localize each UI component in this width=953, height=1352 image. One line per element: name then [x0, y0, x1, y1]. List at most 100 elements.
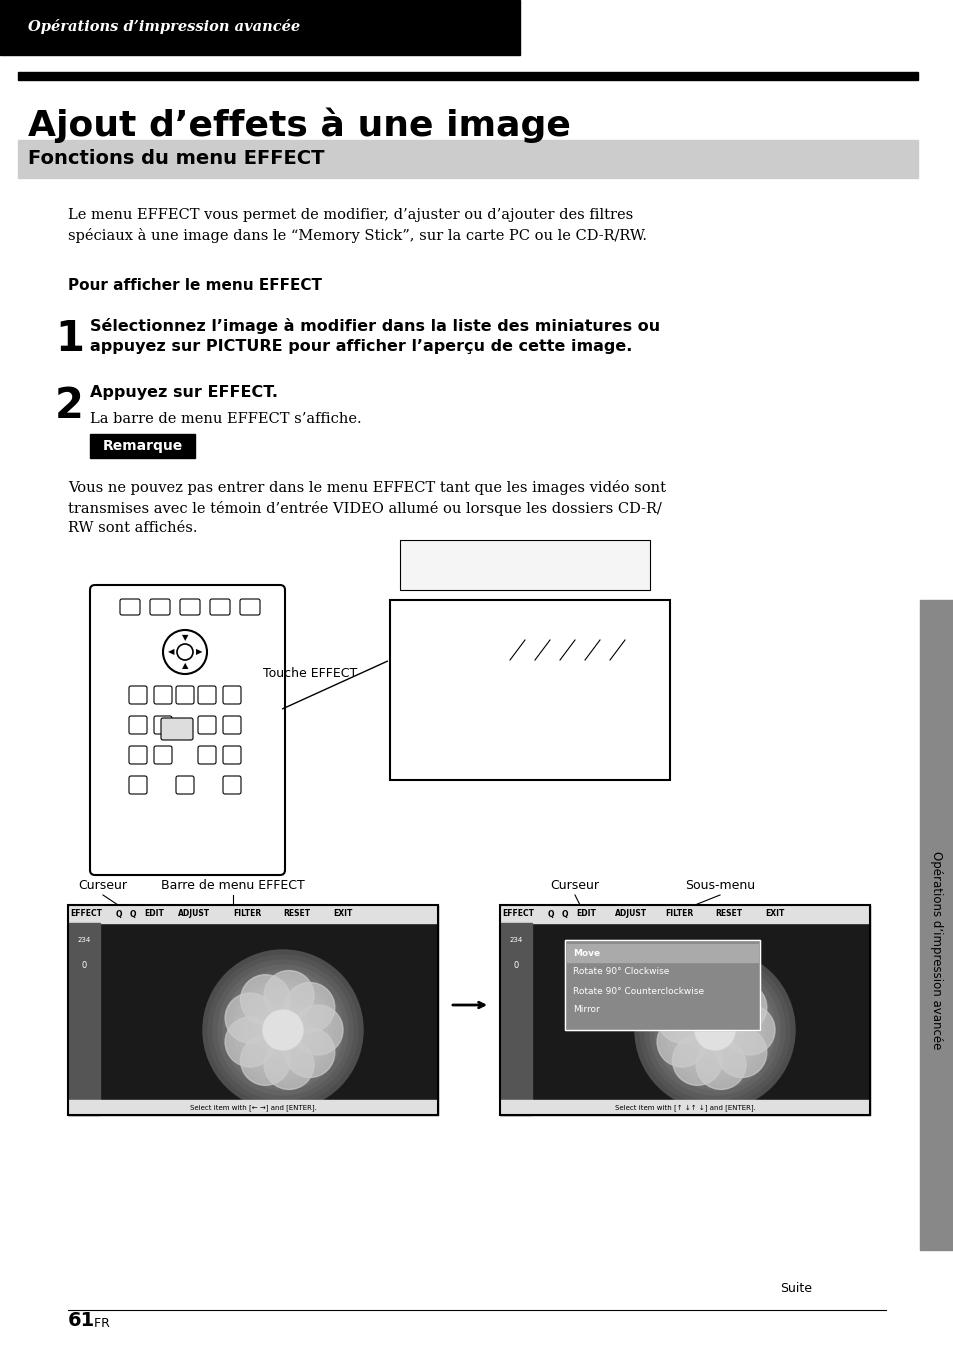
- Circle shape: [657, 1017, 706, 1067]
- FancyBboxPatch shape: [210, 599, 230, 615]
- FancyBboxPatch shape: [390, 600, 669, 780]
- Circle shape: [285, 1028, 335, 1078]
- Circle shape: [233, 980, 333, 1080]
- FancyBboxPatch shape: [223, 685, 241, 704]
- Text: ◀: ◀: [168, 648, 174, 657]
- Text: FILTER: FILTER: [233, 910, 261, 918]
- Circle shape: [669, 986, 760, 1075]
- Text: Select item with [↑ ↓↑ ↓] and [ENTER].: Select item with [↑ ↓↑ ↓] and [ENTER].: [614, 1105, 755, 1111]
- Text: Rotate 90° Clockwise: Rotate 90° Clockwise: [573, 968, 669, 976]
- Bar: [499, 1101, 869, 1115]
- FancyBboxPatch shape: [198, 717, 215, 734]
- Circle shape: [644, 960, 784, 1101]
- FancyBboxPatch shape: [399, 539, 649, 589]
- Bar: [90, 434, 194, 458]
- Text: Q: Q: [547, 910, 554, 918]
- Text: RESET: RESET: [714, 910, 741, 918]
- Circle shape: [208, 955, 357, 1105]
- Circle shape: [684, 1000, 744, 1060]
- Circle shape: [664, 980, 764, 1080]
- Circle shape: [639, 955, 789, 1105]
- Bar: [499, 904, 869, 1115]
- FancyBboxPatch shape: [129, 776, 147, 794]
- Text: FR: FR: [90, 1317, 110, 1330]
- Text: Q: Q: [561, 910, 568, 918]
- Circle shape: [263, 1010, 303, 1051]
- Text: Rotate 90° Counterclockwise: Rotate 90° Counterclockwise: [573, 987, 703, 995]
- Text: EFFECT: EFFECT: [70, 910, 102, 918]
- Circle shape: [709, 1025, 720, 1036]
- Circle shape: [243, 990, 323, 1069]
- Text: Pour afficher le menu EFFECT: Pour afficher le menu EFFECT: [68, 279, 322, 293]
- Text: FILTER: FILTER: [664, 910, 693, 918]
- Circle shape: [672, 975, 721, 1025]
- Bar: [18, 72, 917, 80]
- Bar: [919, 600, 953, 1251]
- Text: La barre de menu EFFECT s’affiche.: La barre de menu EFFECT s’affiche.: [90, 412, 361, 426]
- Text: EDIT: EDIT: [144, 910, 164, 918]
- Bar: [499, 904, 869, 1115]
- Text: Sous-menu: Sous-menu: [684, 879, 754, 892]
- Text: 61: 61: [68, 1311, 95, 1330]
- FancyBboxPatch shape: [129, 746, 147, 764]
- Text: Vous ne pouvez pas entrer dans le menu EFFECT tant que les images vidéo sont
tra: Vous ne pouvez pas entrer dans le menu E…: [68, 480, 665, 535]
- Circle shape: [264, 1040, 314, 1090]
- Circle shape: [263, 1010, 303, 1051]
- Bar: [68, 904, 437, 1115]
- FancyBboxPatch shape: [150, 599, 170, 615]
- Circle shape: [696, 1040, 745, 1090]
- Circle shape: [700, 1015, 729, 1045]
- Circle shape: [248, 995, 317, 1065]
- Text: Q: Q: [130, 910, 136, 918]
- Circle shape: [657, 992, 706, 1042]
- Text: EFFECT: EFFECT: [501, 910, 534, 918]
- Text: Sélectionnez l’image à modifier dans la liste des miniatures ou
appuyez sur PICT: Sélectionnez l’image à modifier dans la …: [90, 318, 659, 354]
- FancyBboxPatch shape: [153, 717, 172, 734]
- Text: Fonctions du menu EFFECT: Fonctions du menu EFFECT: [28, 150, 324, 169]
- FancyBboxPatch shape: [161, 718, 193, 740]
- Circle shape: [268, 1015, 297, 1045]
- Circle shape: [679, 995, 749, 1065]
- Text: Opérations d’impression avancée: Opérations d’impression avancée: [28, 19, 300, 35]
- Circle shape: [225, 1017, 274, 1067]
- Text: ADJUST: ADJUST: [178, 910, 210, 918]
- Circle shape: [689, 1005, 740, 1055]
- FancyBboxPatch shape: [198, 746, 215, 764]
- Circle shape: [264, 971, 314, 1021]
- Circle shape: [203, 950, 363, 1110]
- FancyBboxPatch shape: [223, 717, 241, 734]
- Text: ▲: ▲: [182, 661, 188, 671]
- FancyBboxPatch shape: [129, 717, 147, 734]
- Text: 0: 0: [81, 960, 87, 969]
- Text: 234: 234: [77, 937, 91, 942]
- FancyBboxPatch shape: [153, 685, 172, 704]
- Bar: [564, 940, 760, 1030]
- Text: Curseur: Curseur: [78, 879, 128, 892]
- Circle shape: [285, 983, 335, 1033]
- Circle shape: [695, 1010, 734, 1051]
- Circle shape: [228, 975, 337, 1086]
- Text: Q: Q: [116, 910, 122, 918]
- Bar: [68, 923, 100, 1115]
- Text: ▶: ▶: [195, 648, 202, 657]
- Text: RESET: RESET: [283, 910, 310, 918]
- Text: 2: 2: [55, 385, 84, 427]
- Bar: [499, 923, 532, 1115]
- Text: EXIT: EXIT: [764, 910, 783, 918]
- Circle shape: [696, 971, 745, 1021]
- Circle shape: [240, 1036, 291, 1086]
- Text: 0: 0: [513, 960, 518, 969]
- FancyBboxPatch shape: [129, 685, 147, 704]
- Bar: [564, 940, 760, 1030]
- Circle shape: [724, 1005, 774, 1055]
- Circle shape: [635, 950, 794, 1110]
- Circle shape: [695, 1010, 734, 1051]
- Text: Le menu EFFECT vous permet de modifier, d’ajuster ou d’ajouter des filtres
spéci: Le menu EFFECT vous permet de modifier, …: [68, 208, 646, 243]
- Circle shape: [672, 1036, 721, 1086]
- Circle shape: [237, 986, 328, 1075]
- Bar: [566, 944, 758, 963]
- FancyBboxPatch shape: [240, 599, 260, 615]
- FancyBboxPatch shape: [153, 746, 172, 764]
- Circle shape: [223, 969, 343, 1090]
- Circle shape: [716, 1028, 766, 1078]
